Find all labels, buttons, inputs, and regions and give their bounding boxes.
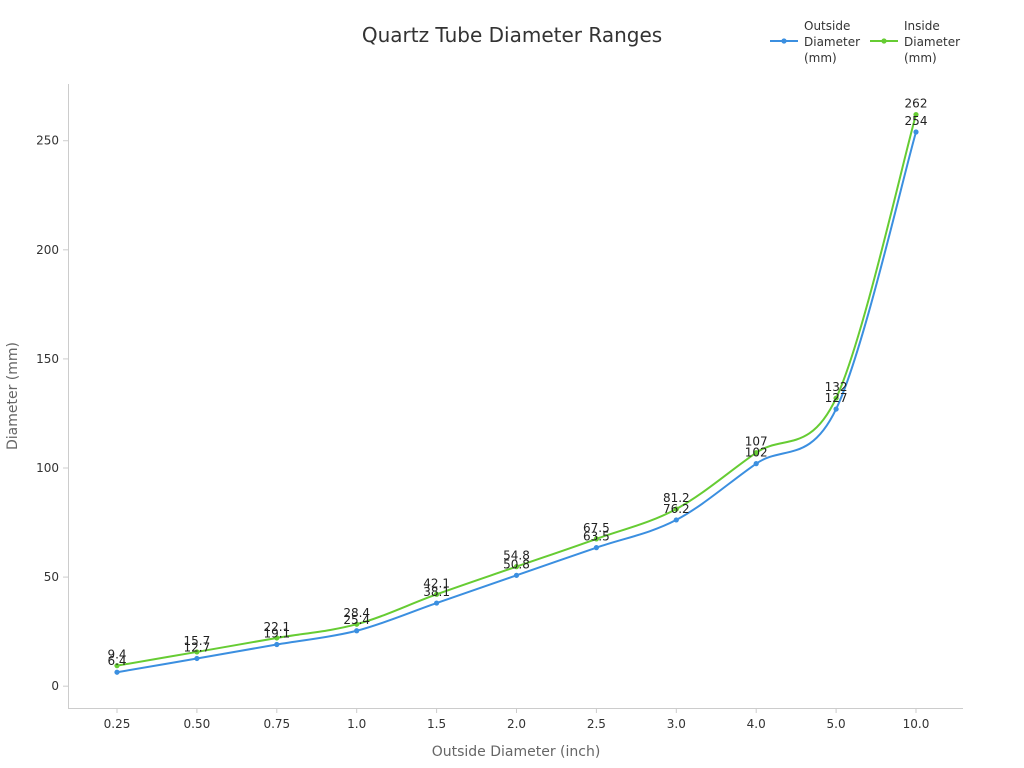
series-1-point[interactable]	[593, 536, 600, 542]
series-1-data-label: 28.4	[343, 606, 370, 620]
x-tick-label: 10.0	[903, 717, 930, 731]
series-1-data-label: 42.1	[423, 576, 450, 590]
series-line-1	[116, 114, 917, 667]
series-0-data-label: 19.1	[263, 627, 290, 641]
y-tick-label: 250	[36, 134, 59, 148]
series-1-data-label: 262	[905, 97, 928, 111]
series-0-data-label: 102	[745, 446, 768, 460]
legend-label: (mm)	[904, 51, 937, 65]
series-0-data-label: 127	[825, 391, 848, 405]
x-tick-label: 4.0	[747, 717, 766, 731]
y-tick-label: 100	[36, 461, 59, 475]
series-0-point[interactable]	[913, 129, 919, 135]
series-0-point[interactable]	[114, 669, 120, 675]
legend-label: Inside	[904, 19, 940, 33]
x-tick-label: 0.75	[263, 717, 290, 731]
series-1-point[interactable]	[434, 591, 440, 597]
y-tick-label: 200	[36, 243, 59, 257]
series-0-data-label: 25.4	[343, 613, 370, 627]
series-0-point[interactable]	[753, 461, 759, 467]
series-1-point[interactable]	[833, 395, 839, 401]
series-0-point[interactable]	[274, 641, 280, 648]
series-1-data-label: 54.8	[503, 549, 530, 563]
series-1-point[interactable]	[354, 621, 360, 627]
series-1-data-label: 132	[825, 380, 848, 394]
series-0-data-label: 76.2	[663, 502, 690, 516]
series-1-point[interactable]	[753, 450, 759, 456]
data-labels: 6.4 12.7 19.1 25.4 38.1 50.8 63.5 76.2 102 127 254…	[107, 97, 927, 669]
series-1-point[interactable]	[673, 506, 679, 512]
series-0-point[interactable]	[833, 406, 839, 412]
series-0-point[interactable]	[673, 517, 679, 523]
x-tick-label: 0.25	[104, 717, 131, 731]
y-tick-label: 50	[44, 570, 59, 584]
series-0-data-label: 50.8	[503, 557, 530, 571]
x-tick-label: 2.0	[507, 717, 526, 731]
series-1-data-label: 67.5	[583, 521, 610, 535]
y-tick-label: 150	[36, 352, 59, 366]
series-0-data-label: 12.7	[184, 640, 211, 654]
legend-swatch-marker	[881, 38, 887, 44]
series-1-point[interactable]	[114, 663, 120, 669]
series-1-point[interactable]	[274, 635, 280, 641]
series-1-data-label: 107	[745, 435, 768, 449]
series-0-data-label: 63.5	[583, 530, 610, 544]
legend-label: Diameter	[904, 35, 960, 49]
series-1-data-label: 9.4	[107, 648, 126, 662]
x-tick-label: 3.0	[667, 717, 686, 731]
series-0-point[interactable]	[194, 655, 200, 662]
series-1-point[interactable]	[913, 111, 919, 118]
y-tick-label: 0	[51, 679, 59, 693]
x-tick-label: 0.50	[184, 717, 211, 731]
series-1-point[interactable]	[194, 649, 200, 655]
legend-label: Outside	[804, 19, 850, 33]
x-tick-label: 2.5	[587, 717, 606, 731]
series-0-data-label: 38.1	[423, 585, 450, 599]
legend[interactable]: Outside Diameter (mm) Inside Diameter (mm)	[770, 19, 960, 65]
legend-item-0[interactable]: Outside Diameter (mm)	[770, 19, 860, 65]
x-ticks: 0.25 0.50 0.75 1.0 1.5 2.0 2.5 3.0 4.0 5.0 10.0	[104, 708, 930, 731]
series-0-data-label: 254	[905, 114, 928, 128]
x-tick-label: 1.5	[427, 717, 446, 731]
y-axis-title: Diameter (mm)	[5, 342, 21, 450]
series-0-point[interactable]	[354, 628, 360, 634]
legend-label: Diameter	[804, 35, 860, 49]
series-layer	[114, 111, 919, 675]
x-tick-label: 5.0	[827, 717, 846, 731]
series-1-data-label: 15.7	[184, 634, 211, 648]
series-0-point[interactable]	[434, 600, 440, 606]
y-ticks: 0 50 100 150 200 250	[36, 134, 68, 693]
series-line-0	[116, 131, 917, 674]
series-0-point[interactable]	[593, 545, 600, 551]
series-0-data-label: 6.4	[107, 654, 126, 668]
x-tick-label: 1.0	[347, 717, 366, 731]
series-0-point[interactable]	[513, 572, 520, 578]
series-1-data-label: 22.1	[263, 620, 290, 634]
chart-title: Quartz Tube Diameter Ranges	[362, 23, 662, 47]
legend-label: (mm)	[804, 51, 837, 65]
series-1-point[interactable]	[513, 564, 520, 570]
legend-item-1[interactable]: Inside Diameter (mm)	[870, 19, 960, 65]
series-1-data-label: 81.2	[663, 491, 690, 505]
legend-swatch-marker	[781, 38, 787, 44]
x-axis-title: Outside Diameter (inch)	[432, 744, 601, 760]
